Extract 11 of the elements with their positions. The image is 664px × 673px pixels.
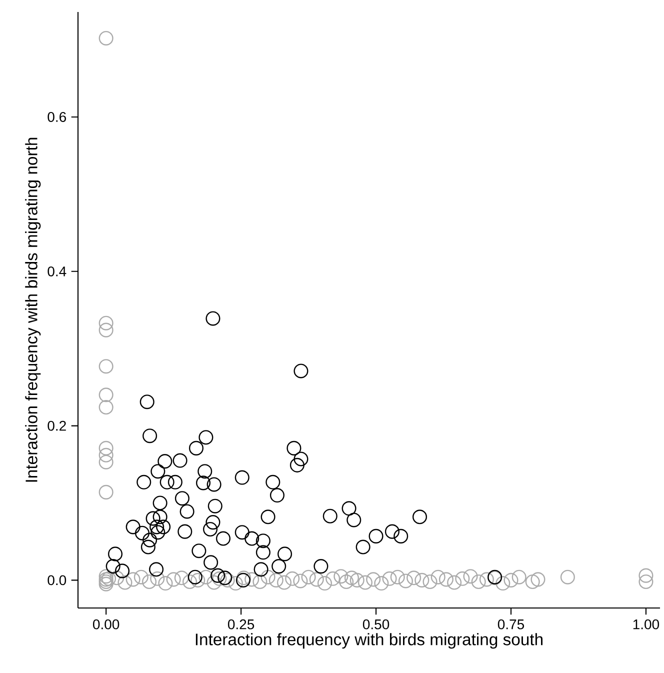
x-tick-label: 0.25 — [228, 619, 254, 630]
y-tick-label: 0.0 — [48, 575, 66, 586]
y-tick-label: 0.2 — [48, 420, 66, 431]
y-axis-title: Interaction frequency with birds migrating north — [25, 138, 41, 482]
y-tick-label: 0.6 — [48, 112, 66, 122]
x-axis-title: Interaction frequency with birds migrating south — [196, 633, 542, 649]
x-tick-label: 1.00 — [633, 619, 660, 630]
y-tick-label: 0.4 — [48, 266, 66, 276]
x-tick-label: 0.75 — [498, 619, 524, 630]
x-tick-label: 0.50 — [362, 619, 390, 630]
x-tick-label: 0.00 — [92, 619, 120, 630]
